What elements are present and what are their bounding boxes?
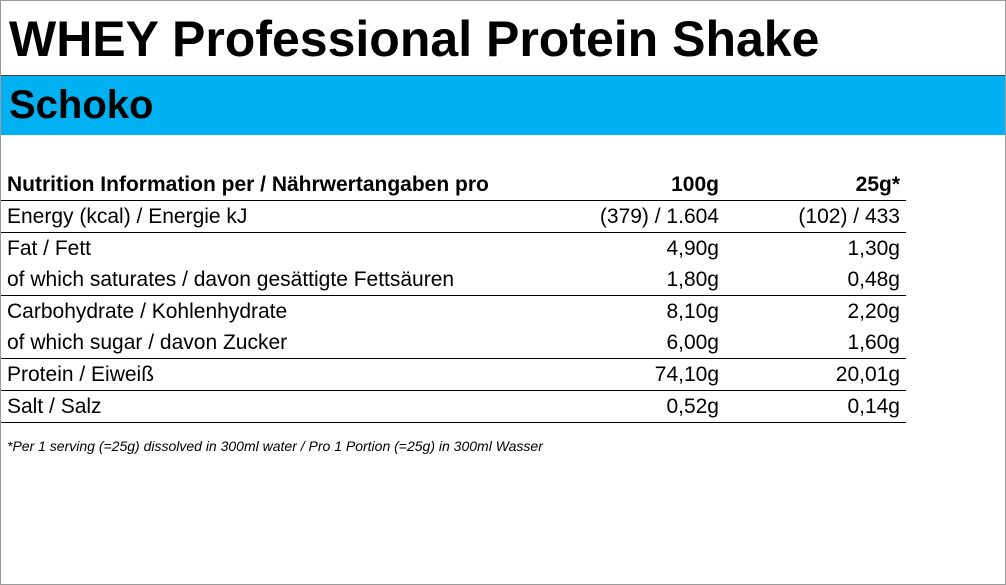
table-cell: 4,90g (666, 237, 719, 260)
table-cell: 1,30g (847, 237, 900, 260)
table-cell: 2,20g (847, 300, 900, 323)
table-cell: Carbohydrate / Kohlenhydrate (7, 300, 288, 323)
subtitle: Schoko (9, 83, 154, 127)
table-row: of which saturates / davon gesättigte Fe… (1, 264, 906, 296)
table-cell: (379) / 1.604 (573, 200, 725, 233)
table-row: Fat / Fett 4,90g 1,30g (1, 233, 906, 265)
table-cell: Nutrition Information per / Nährwertanga… (1, 169, 573, 201)
flavor-band: Schoko (1, 75, 1005, 135)
table-cell: Salt / Salz (1, 390, 573, 423)
table-cell: 74,10g (573, 358, 725, 391)
table-cell: 0,14g (725, 390, 906, 423)
title: WHEY Professional Protein Shake (9, 11, 820, 67)
table-cell: 25g* (725, 169, 906, 201)
table-row: Protein / Eiweiß 74,10g 20,01g (1, 358, 906, 391)
table-cell: 0,48g (725, 264, 906, 296)
table-row: of which sugar / davon Zucker 6,00g 1,60g (1, 327, 906, 359)
table-cell: Protein / Eiweiß (1, 358, 573, 391)
table-row: Salt / Salz 0,52g 0,14g (1, 390, 906, 423)
nutrition-table: Nutrition Information per / Nährwertanga… (1, 169, 906, 423)
table-cell: 0,52g (573, 390, 725, 423)
table-cell: Fat / Fett (7, 237, 92, 260)
table-cell: of which sugar / davon Zucker (1, 327, 573, 359)
table-cell: of which saturates / davon gesättigte Fe… (1, 264, 573, 296)
table-cell: 1,60g (725, 327, 906, 359)
table-cell: 8,10g (666, 300, 719, 323)
table-body: Nutrition Information per / Nährwertanga… (1, 169, 906, 423)
footnote: *Per 1 serving (=25g) dissolved in 300ml… (7, 438, 543, 454)
table-row: Carbohydrate / Kohlenhydrate 8,10g 2,20g (1, 296, 906, 328)
table-cell: 100g (573, 169, 725, 201)
table-cell: (102) / 433 (725, 200, 906, 233)
table-cell: Energy (kcal) / Energie kJ (1, 200, 573, 233)
table-cell: 20,01g (725, 358, 906, 391)
table-row: Nutrition Information per / Nährwertanga… (1, 169, 906, 201)
table-cell: 6,00g (573, 327, 725, 359)
table-row: Energy (kcal) / Energie kJ (379) / 1.604(… (1, 200, 906, 233)
table-cell: 1,80g (573, 264, 725, 296)
